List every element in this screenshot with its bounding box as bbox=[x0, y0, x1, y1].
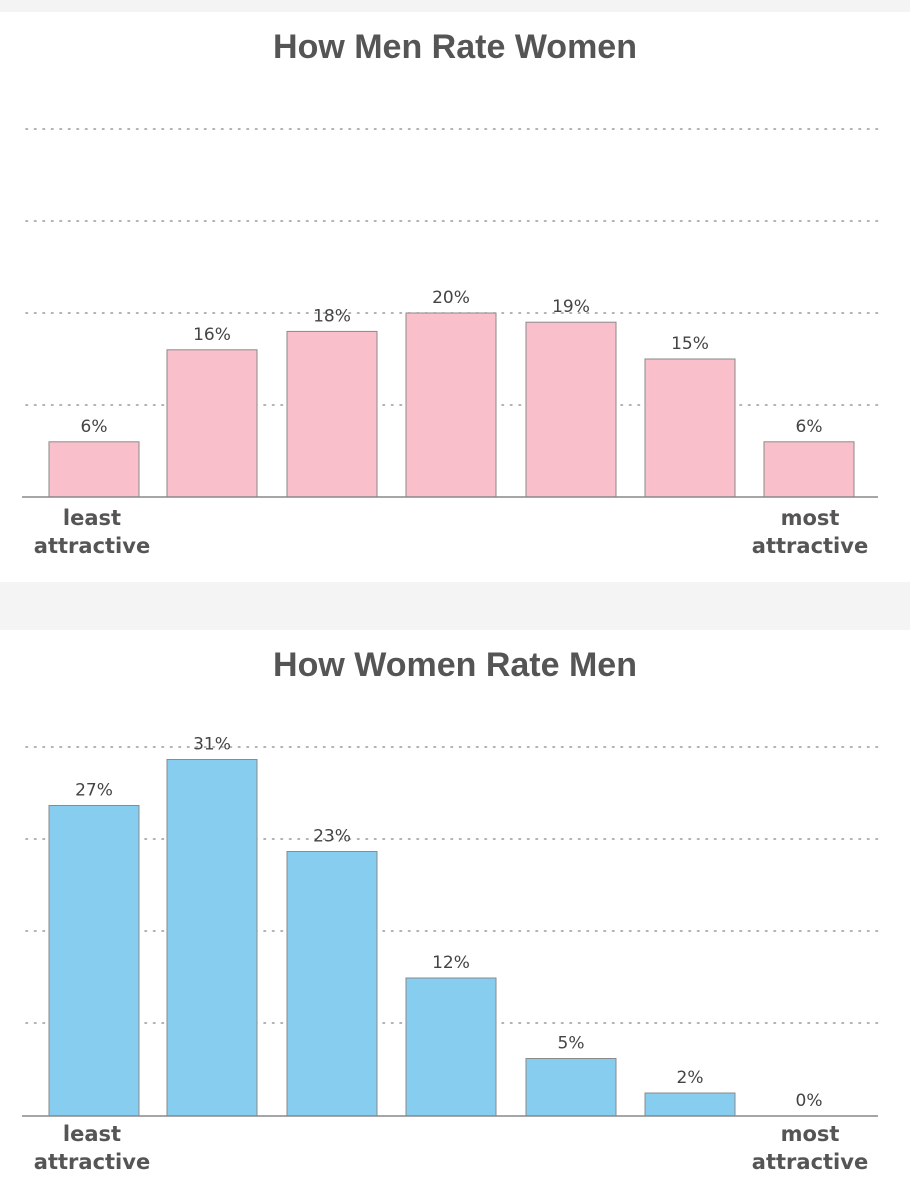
bar bbox=[166, 759, 258, 1117]
bar bbox=[525, 1058, 617, 1117]
value-label: 31% bbox=[193, 735, 231, 755]
axis-right-label: most attractive bbox=[751, 1122, 869, 1174]
value-label: 2% bbox=[677, 1068, 704, 1088]
value-label: 0% bbox=[796, 1091, 823, 1111]
bar bbox=[405, 312, 497, 498]
chart-title: How Women Rate Men bbox=[273, 646, 637, 684]
bar bbox=[644, 1092, 736, 1117]
chart-panel-women-rate-men: How Women Rate Men 27% 31% 23% 12% 5% 2% 0% le… bbox=[0, 630, 910, 1198]
value-label: 5% bbox=[558, 1034, 585, 1054]
bar bbox=[644, 358, 736, 498]
bar bbox=[166, 349, 258, 498]
value-label: 27% bbox=[75, 781, 113, 801]
bar bbox=[525, 321, 617, 498]
bar bbox=[763, 441, 855, 498]
axis-left-label: least attractive bbox=[33, 1122, 151, 1174]
bar-chart: 27% 31% 23% 12% 5% 2% 0% bbox=[22, 735, 879, 1117]
bar bbox=[48, 805, 140, 1117]
axis-right-label: most attractive bbox=[751, 506, 869, 558]
value-label: 19% bbox=[552, 297, 590, 317]
bar-chart: 6% 16% 18% 20% 19% 15% 6% bbox=[22, 128, 879, 498]
value-label: 15% bbox=[671, 334, 709, 354]
bar bbox=[286, 851, 378, 1117]
axis-left-label: least attractive bbox=[33, 506, 151, 558]
value-label: 6% bbox=[81, 417, 108, 437]
bar bbox=[48, 441, 140, 498]
chart-title: How Men Rate Women bbox=[273, 28, 637, 66]
bar bbox=[405, 977, 497, 1117]
value-label: 6% bbox=[796, 417, 823, 437]
value-label: 18% bbox=[313, 306, 351, 326]
chart-panel-men-rate-women: How Men Rate Women 6% 16% 18% 20% 19% 15% 6% l… bbox=[0, 12, 910, 582]
value-label: 20% bbox=[432, 288, 470, 308]
value-label: 23% bbox=[313, 827, 351, 847]
value-label: 12% bbox=[432, 953, 470, 973]
bar bbox=[286, 330, 378, 498]
value-label: 16% bbox=[193, 325, 231, 345]
